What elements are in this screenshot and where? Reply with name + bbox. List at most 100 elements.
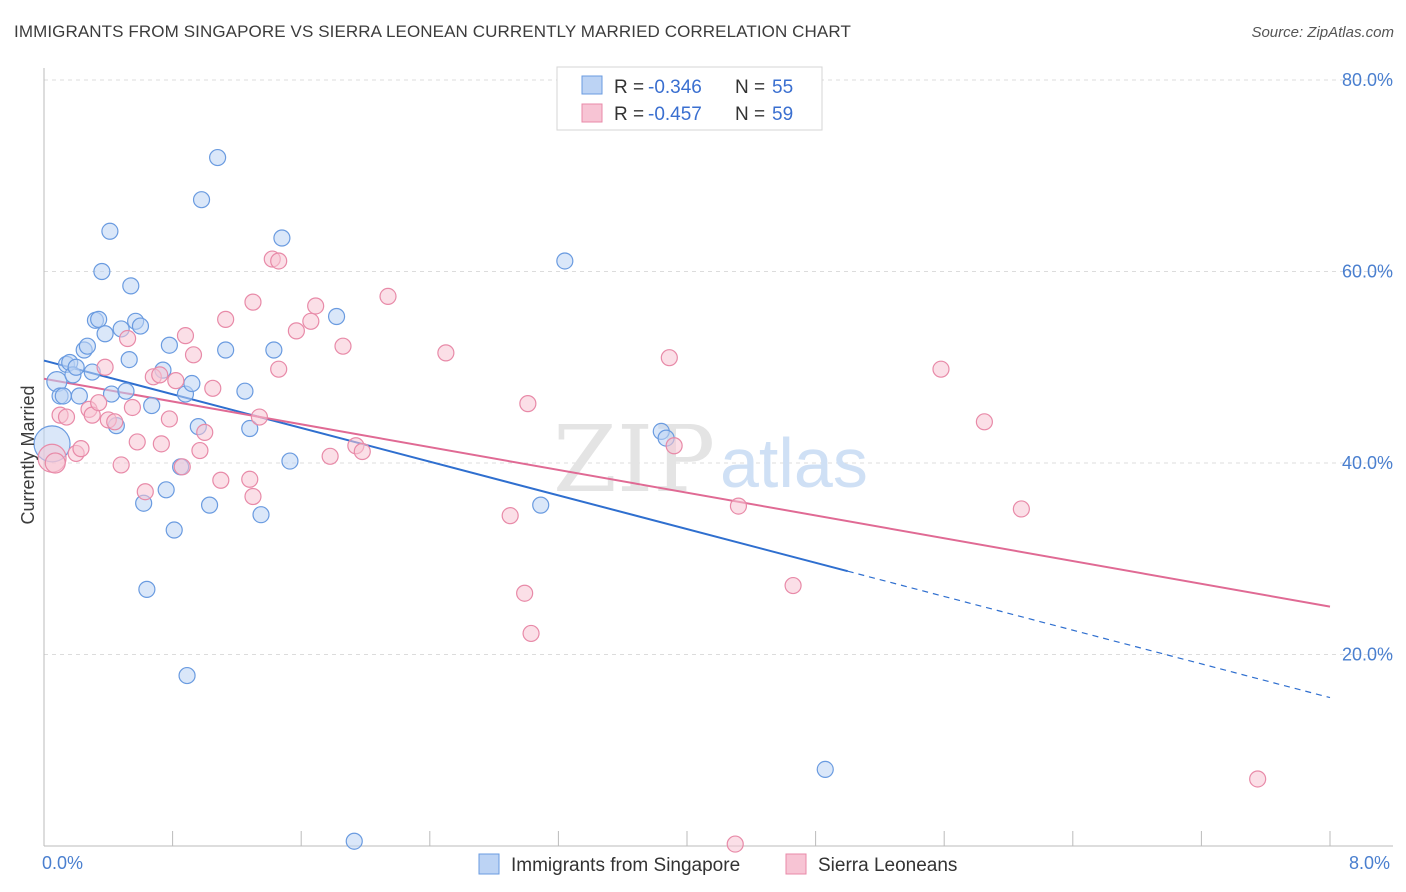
data-point-sierra-leone xyxy=(784,576,802,595)
data-point-sierra-leone xyxy=(167,372,185,390)
series-sierra-leone-points xyxy=(37,250,1267,853)
stats-legend-swatch-blue xyxy=(581,75,603,95)
data-point-sierra-leone xyxy=(665,437,683,455)
chart-title: IMMIGRANTS FROM SINGAPORE VS SIERRA LEON… xyxy=(14,22,851,41)
stats-r-value-pink: -0.457 xyxy=(648,104,702,125)
data-point-singapore xyxy=(200,496,219,514)
data-point-singapore xyxy=(93,262,111,281)
stats-legend: R = -0.346 N = 55 R = -0.457 N = 59 xyxy=(556,66,823,131)
data-point-singapore xyxy=(556,252,574,270)
data-point-sierra-leone xyxy=(270,360,288,378)
data-point-sierra-leone xyxy=(217,310,235,328)
data-point-singapore xyxy=(209,148,227,167)
data-point-singapore xyxy=(131,317,150,335)
data-point-sierra-leone xyxy=(244,293,262,311)
legend-swatch-singapore[interactable] xyxy=(478,853,500,875)
data-point-singapore xyxy=(78,337,97,355)
stats-n-label-pink: N = xyxy=(735,104,765,125)
data-point-singapore xyxy=(265,341,283,359)
data-point-sierra-leone xyxy=(516,584,534,602)
data-point-sierra-leone xyxy=(932,360,950,378)
data-point-singapore xyxy=(160,336,178,354)
data-point-singapore xyxy=(157,481,175,499)
data-point-singapore xyxy=(101,222,119,240)
grid-lines xyxy=(44,79,1393,655)
data-point-sierra-leone xyxy=(72,440,90,458)
data-point-sierra-leone xyxy=(57,408,76,426)
data-point-sierra-leone xyxy=(307,297,325,315)
data-point-sierra-leone xyxy=(660,349,678,367)
data-point-sierra-leone xyxy=(244,487,262,506)
data-point-singapore xyxy=(252,506,270,524)
data-point-singapore xyxy=(120,350,138,369)
watermark-atlas: atlas xyxy=(720,424,868,502)
watermark-zip: ZIP xyxy=(553,406,715,513)
data-point-sierra-leone xyxy=(196,423,214,441)
y-tick-label-40: 40.0% xyxy=(1342,453,1393,473)
stats-r-label-blue: R = xyxy=(614,77,644,98)
watermark: ZIP atlas xyxy=(553,406,868,513)
data-point-singapore xyxy=(96,325,114,343)
data-point-singapore xyxy=(236,382,254,400)
data-point-singapore xyxy=(70,387,88,405)
y-tick-label-80: 80.0% xyxy=(1342,70,1393,90)
data-point-sierra-leone xyxy=(501,507,519,525)
data-point-singapore xyxy=(122,277,140,295)
data-point-singapore xyxy=(178,666,196,685)
data-point-sierra-leone xyxy=(184,346,203,364)
data-point-sierra-leone xyxy=(729,497,748,515)
x-ticks xyxy=(172,831,1331,846)
source-credit: Source: ZipAtlas.com xyxy=(1251,24,1394,41)
data-point-sierra-leone xyxy=(437,344,455,362)
data-point-singapore xyxy=(816,760,834,779)
data-point-sierra-leone xyxy=(726,835,744,853)
x-tick-label-max: 8.0% xyxy=(1349,853,1390,873)
data-point-sierra-leone xyxy=(212,471,230,489)
data-point-singapore xyxy=(532,496,550,514)
data-point-singapore xyxy=(90,310,108,328)
data-point-singapore xyxy=(345,832,363,850)
data-point-sierra-leone xyxy=(250,408,269,426)
data-point-sierra-leone xyxy=(151,366,169,384)
data-point-sierra-leone xyxy=(160,410,178,428)
data-point-singapore xyxy=(165,521,183,539)
data-point-singapore xyxy=(117,382,135,400)
data-point-sierra-leone xyxy=(334,337,352,355)
data-point-singapore xyxy=(241,419,259,438)
data-point-singapore xyxy=(54,387,72,405)
data-point-sierra-leone xyxy=(241,470,259,488)
data-point-sierra-leone xyxy=(96,358,114,376)
x-tick-label-min: 0.0% xyxy=(42,853,83,873)
data-point-sierra-leone xyxy=(1249,770,1267,788)
data-point-singapore xyxy=(183,374,201,393)
data-point-sierra-leone xyxy=(173,458,191,476)
data-point-sierra-leone xyxy=(106,413,124,431)
stats-n-value-blue: 55 xyxy=(772,77,793,98)
data-point-sierra-leone xyxy=(90,394,108,412)
data-point-sierra-leone xyxy=(975,413,993,431)
stats-n-value-pink: 59 xyxy=(772,104,793,125)
data-point-sierra-leone xyxy=(176,327,195,345)
data-point-sierra-leone xyxy=(136,483,154,501)
data-point-sierra-leone xyxy=(123,398,142,417)
data-point-sierra-leone xyxy=(321,447,339,465)
y-tick-label-60: 60.0% xyxy=(1342,262,1393,282)
data-point-sierra-leone xyxy=(353,442,371,461)
data-point-sierra-leone xyxy=(112,456,130,474)
data-point-singapore xyxy=(67,358,85,376)
y-tick-label-20: 20.0% xyxy=(1342,645,1393,665)
data-point-sierra-leone xyxy=(204,379,222,397)
legend-label-sierra-leone[interactable]: Sierra Leoneans xyxy=(818,855,957,876)
data-point-singapore xyxy=(327,307,346,326)
legend-swatch-sierra-leone[interactable] xyxy=(785,853,807,875)
y-tick-labels: 20.0% 40.0% 60.0% 80.0% xyxy=(1342,70,1393,665)
bottom-legend: Immigrants from Singapore Sierra Leonean… xyxy=(478,853,957,876)
data-point-sierra-leone xyxy=(1012,500,1030,518)
axes xyxy=(43,68,1393,847)
legend-label-singapore[interactable]: Immigrants from Singapore xyxy=(511,855,740,876)
data-point-singapore xyxy=(281,452,299,470)
data-point-singapore xyxy=(273,229,291,247)
stats-r-label-pink: R = xyxy=(614,104,644,125)
data-point-sierra-leone xyxy=(270,252,288,270)
